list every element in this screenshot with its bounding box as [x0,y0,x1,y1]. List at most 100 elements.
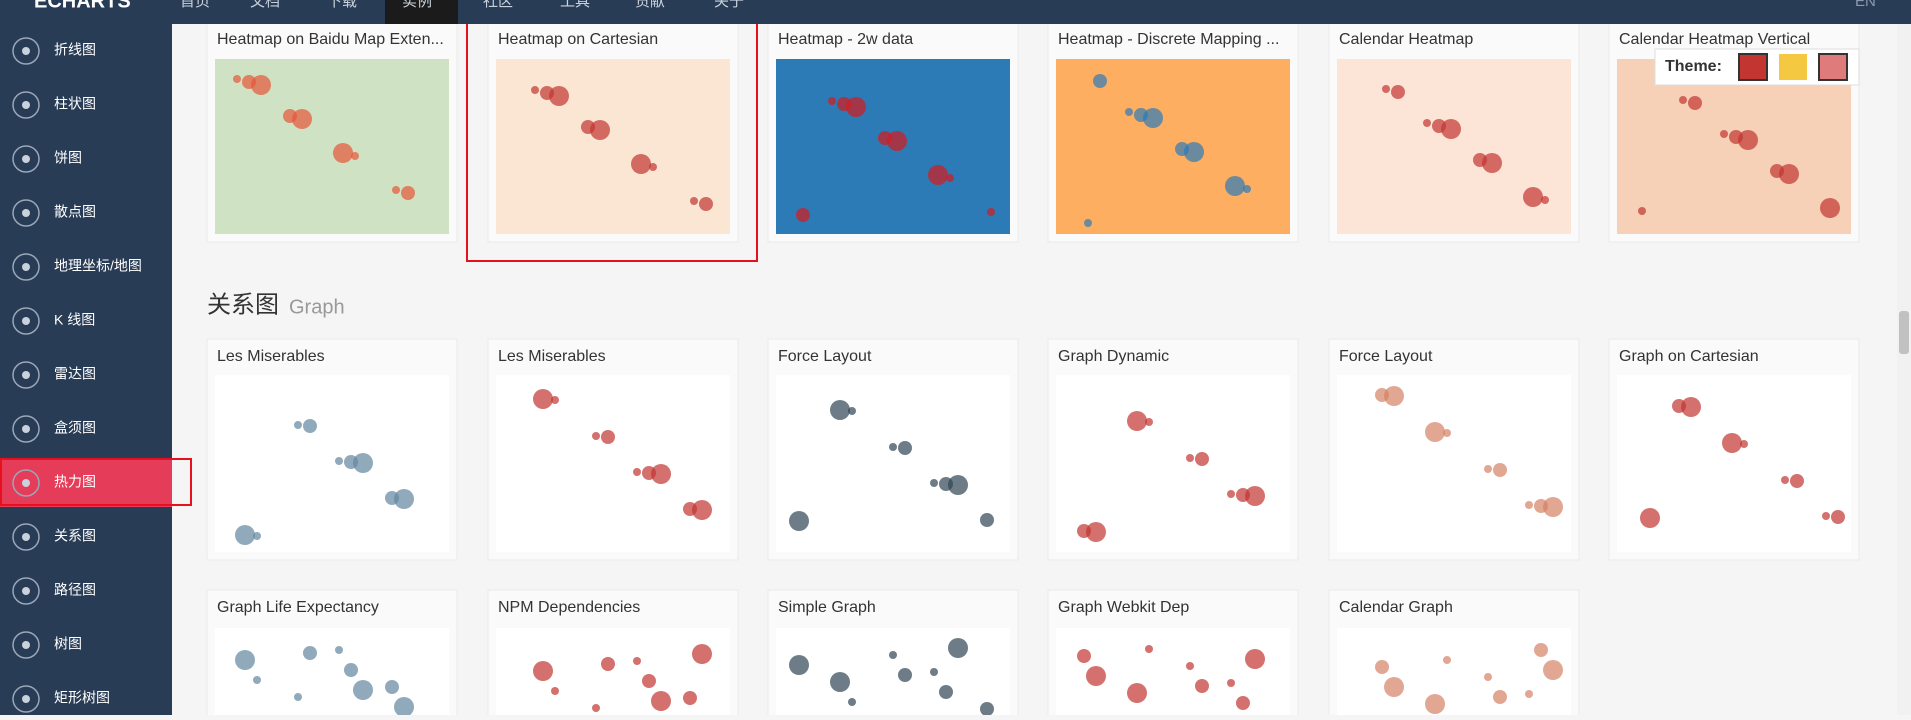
card-title[interactable]: Graph Webkit Dep [1058,599,1189,616]
thumbnail-shape [789,511,809,531]
thumbnail-shape [294,421,302,429]
thumbnail-shape [1423,119,1431,127]
card-title[interactable]: Force Layout [1339,348,1433,365]
thumbnail-shape [1195,679,1209,693]
card-title[interactable]: Graph Dynamic [1058,348,1169,365]
thumbnail-shape [1143,108,1163,128]
thumbnail-shape [930,479,938,487]
thumbnail-shape [633,657,641,665]
thumbnail-shape [253,676,261,684]
sidebar-icon-dot [22,209,30,217]
scroll-thumb[interactable] [1899,311,1909,354]
thumbnail-shape [1781,476,1789,484]
sidebar-icon [12,685,40,713]
sidebar-item[interactable]: 饼图 [54,150,82,166]
nav-item[interactable]: 实例 [402,0,432,10]
card-title[interactable]: Force Layout [778,348,872,365]
nav-item[interactable]: 首页 [180,0,210,10]
nav-item[interactable]: 社区 [483,0,513,10]
card-title[interactable]: Les Miserables [217,348,325,365]
thumbnail-shape [233,75,241,83]
thumbnail-shape [1790,474,1804,488]
thumbnail-shape [1681,397,1701,417]
card-title[interactable]: Calendar Graph [1339,599,1453,616]
sidebar-item[interactable]: 盒须图 [54,420,96,436]
sidebar-item[interactable]: 路径图 [54,582,96,598]
nav-item[interactable]: 工具 [560,0,590,10]
thumbnail-shape [1443,429,1451,437]
thumbnail-shape [642,674,656,688]
sidebar-icon [12,253,40,281]
card-title[interactable]: Calendar Heatmap Vertical [1619,31,1810,48]
thumbnail-shape [1084,219,1092,227]
thumbnail [1056,59,1290,234]
thumbnail-shape [846,97,866,117]
sidebar-item[interactable]: 矩形树图 [54,690,110,706]
nav-item[interactable]: 文档 [250,0,280,10]
thumbnail-shape [392,186,400,194]
thumbnail-shape [303,646,317,660]
card-title[interactable]: Heatmap - 2w data [778,31,913,48]
card-title[interactable]: Heatmap - Discrete Mapping ... [1058,31,1279,48]
thumbnail-shape [946,174,954,182]
thumbnail-shape [699,197,713,211]
thumbnail-shape [549,86,569,106]
thumbnail-shape [533,389,553,409]
sidebar-item[interactable]: 雷达图 [54,366,96,382]
card-title[interactable]: Graph Life Expectancy [217,599,379,616]
nav-item[interactable]: 贡献 [635,0,665,10]
sidebar-icon [12,523,40,551]
lang[interactable]: EN [1855,0,1876,10]
thumbnail-shape [948,638,968,658]
card-title[interactable]: Graph on Cartesian [1619,348,1759,365]
sidebar-icon [12,37,40,65]
thumbnail-shape [1086,522,1106,542]
sidebar-item[interactable]: 地理坐标/地图 [54,258,142,274]
theme-option[interactable] [1818,53,1848,81]
thumbnail-shape [930,668,938,676]
thumbnail-shape [1093,74,1107,88]
sidebar-item[interactable]: 散点图 [54,204,96,220]
sidebar-icon-dot [22,587,30,595]
thumbnail-shape [601,430,615,444]
sidebar-item[interactable]: 热力图 [54,474,96,490]
thumbnail-shape [531,86,539,94]
thumbnail-shape [335,646,343,654]
card-title[interactable]: Heatmap on Cartesian [498,31,658,48]
thumbnail-shape [333,143,353,163]
card-title[interactable]: Les Miserables [498,348,606,365]
sidebar-icon-dot [22,155,30,163]
thumbnail-shape [1125,108,1133,116]
thumbnail-shape [830,672,850,692]
sidebar-icon-dot [22,533,30,541]
sidebar-item[interactable]: 树图 [54,636,82,652]
thumbnail-shape [928,165,948,185]
nav-item[interactable]: 下载 [327,0,357,10]
thumbnail-shape [1523,187,1543,207]
card-title[interactable]: Heatmap on Baidu Map Exten... [217,31,444,48]
thumbnail-shape [1186,454,1194,462]
card-title[interactable]: Calendar Heatmap [1339,31,1473,48]
sidebar-icon-dot [22,695,30,703]
nav-item[interactable]: 关于 [714,0,744,10]
card-title[interactable]: Simple Graph [778,599,876,616]
thumbnail-shape [1443,656,1451,664]
thumbnail-shape [1425,422,1445,442]
thumbnail-shape [690,197,698,205]
section-en: Graph [289,296,345,318]
theme-option[interactable] [1779,54,1807,80]
sidebar-item[interactable]: K 线图 [54,312,95,328]
theme-option[interactable] [1738,53,1768,81]
thumbnail-shape [253,532,261,540]
sidebar-item[interactable]: 折线图 [54,42,96,58]
thumbnail-shape [1127,683,1147,703]
sidebar-icon-dot [22,263,30,271]
card-title[interactable]: NPM Dependencies [498,599,640,616]
sidebar-item[interactable]: 关系图 [54,528,96,544]
thumbnail-shape [385,680,399,694]
thumbnail-shape [292,109,312,129]
sidebar-item[interactable]: 柱状图 [54,96,96,112]
thumbnail-shape [1391,85,1405,99]
thumbnail-shape [1384,677,1404,697]
